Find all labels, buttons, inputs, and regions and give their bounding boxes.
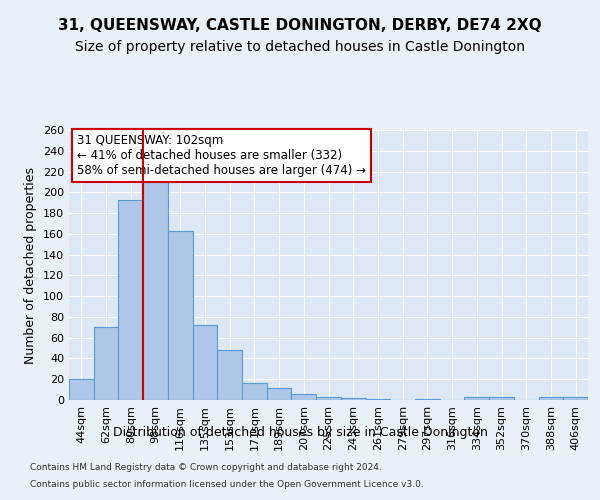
Text: 31, QUEENSWAY, CASTLE DONINGTON, DERBY, DE74 2XQ: 31, QUEENSWAY, CASTLE DONINGTON, DERBY, … (58, 18, 542, 32)
Bar (415, 399, 440, 400)
Bar (69, 379, 94, 400)
Text: Contains public sector information licensed under the Open Government Licence v3: Contains public sector information licen… (30, 480, 424, 489)
Bar (292, 394, 316, 400)
Bar (464, 397, 489, 400)
Bar (94, 328, 118, 400)
Bar (539, 397, 563, 400)
Bar (341, 398, 365, 400)
Y-axis label: Number of detached properties: Number of detached properties (25, 166, 37, 364)
Bar (489, 397, 514, 400)
Bar (118, 200, 143, 400)
Bar (143, 179, 168, 400)
Bar (267, 388, 292, 400)
Bar (563, 397, 588, 400)
Bar (316, 397, 341, 400)
Bar (365, 399, 390, 400)
Text: Size of property relative to detached houses in Castle Donington: Size of property relative to detached ho… (75, 40, 525, 54)
Bar (193, 325, 217, 400)
Text: 31 QUEENSWAY: 102sqm
← 41% of detached houses are smaller (332)
58% of semi-deta: 31 QUEENSWAY: 102sqm ← 41% of detached h… (77, 134, 366, 177)
Bar (242, 384, 267, 400)
Text: Distribution of detached houses by size in Castle Donington: Distribution of detached houses by size … (113, 426, 487, 439)
Text: Contains HM Land Registry data © Crown copyright and database right 2024.: Contains HM Land Registry data © Crown c… (30, 462, 382, 471)
Bar (168, 230, 193, 400)
Bar (217, 350, 242, 400)
